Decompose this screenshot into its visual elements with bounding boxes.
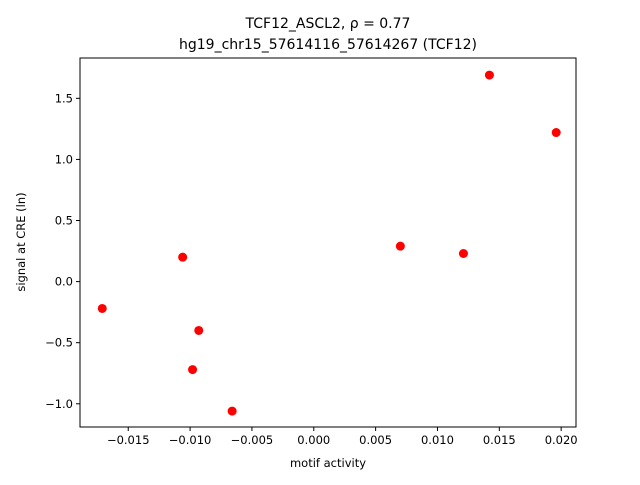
data-point	[97, 303, 107, 313]
data-point	[458, 248, 468, 258]
x-tick-label: 0.020	[545, 433, 578, 447]
x-tick-label: 0.015	[483, 433, 516, 447]
x-axis-ticks: −0.015 −0.010 −0.005 0.000 0.005 0.010 0.015 0.…	[107, 427, 578, 447]
chart-title-line1: TCF12_ASCL2, ρ = 0.77	[245, 16, 411, 32]
y-tick-label: −1.0	[45, 397, 73, 411]
x-tick-label: −0.005	[231, 433, 274, 447]
x-axis-label: motif activity	[290, 456, 366, 470]
data-point	[551, 128, 561, 138]
x-tick-label: 0.000	[297, 433, 330, 447]
x-tick-label: −0.010	[169, 433, 212, 447]
data-point	[178, 252, 188, 262]
x-tick-label: −0.015	[107, 433, 150, 447]
x-tick-label: 0.010	[421, 433, 454, 447]
chart-title-line2: hg19_chr15_57614116_57614267 (TCF12)	[179, 37, 477, 53]
data-point	[484, 70, 494, 80]
y-axis-ticks: −1.0 −0.5 0.0 0.5 1.0 1.5	[45, 91, 80, 411]
plot-frame	[79, 57, 577, 428]
data-points	[97, 70, 561, 416]
y-tick-label: 0.5	[55, 214, 73, 228]
data-point	[194, 325, 204, 335]
data-point	[395, 241, 405, 251]
y-tick-label: 1.5	[55, 91, 73, 105]
y-tick-label: −0.5	[45, 336, 73, 350]
data-point	[227, 406, 237, 416]
x-tick-label: 0.005	[359, 433, 392, 447]
y-axis-label: signal at CRE (ln)	[14, 192, 28, 291]
y-tick-label: 0.0	[55, 275, 73, 289]
data-point	[188, 365, 198, 375]
y-tick-label: 1.0	[55, 152, 73, 166]
